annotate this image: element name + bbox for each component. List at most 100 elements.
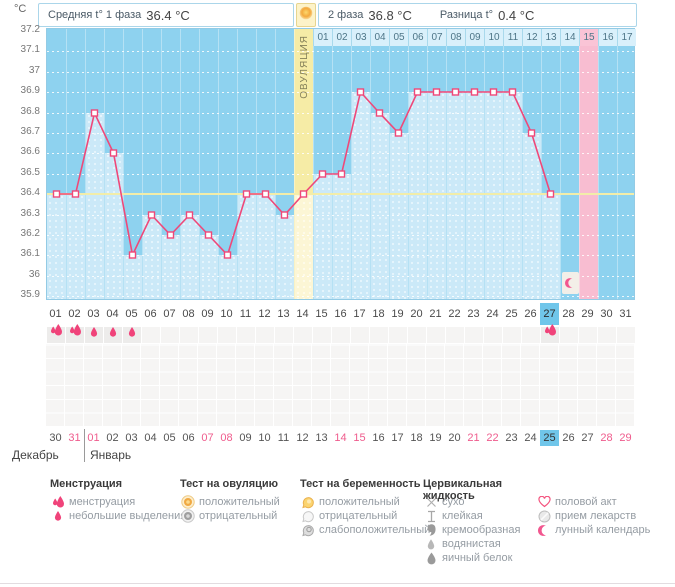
- calendar-date-01[interactable]: 01: [87, 432, 100, 444]
- cycle-day-07[interactable]: 07: [163, 308, 176, 320]
- menstruation-cell-day-22[interactable]: [445, 327, 464, 343]
- calendar-date-03[interactable]: 03: [125, 432, 138, 444]
- temperature-point[interactable]: [394, 129, 403, 137]
- temperature-chart[interactable]: ОВУЛЯЦИЯ 01 02 03 04 05 06 07 08 09 10 11 12 13 14 15 16…: [46, 28, 636, 300]
- calendar-date-22[interactable]: 22: [486, 432, 499, 444]
- calendar-date-19[interactable]: 19: [429, 432, 442, 444]
- menstruation-cell-day-30[interactable]: [597, 327, 616, 343]
- chart-column-day-17[interactable]: [351, 29, 370, 299]
- chart-column-day-10[interactable]: [218, 29, 237, 299]
- menstruation-cell-day-16[interactable]: [331, 327, 350, 343]
- menstruation-cell-day-17[interactable]: [350, 327, 369, 343]
- cycle-day-28[interactable]: 28: [562, 308, 575, 320]
- calendar-date-14[interactable]: 14: [334, 432, 347, 444]
- temperature-point[interactable]: [109, 149, 118, 157]
- menstruation-cell-day-28[interactable]: [559, 327, 578, 343]
- calendar-date-28[interactable]: 28: [600, 432, 613, 444]
- chart-column-day-06[interactable]: [142, 29, 161, 299]
- calendar-date-10[interactable]: 10: [258, 432, 271, 444]
- calendar-date-21[interactable]: 21: [467, 432, 480, 444]
- menstruation-cell-day-12[interactable]: [255, 327, 274, 343]
- chart-column-day-30[interactable]: [598, 29, 617, 299]
- chart-column-day-29[interactable]: [579, 29, 598, 299]
- calendar-date-02[interactable]: 02: [106, 432, 119, 444]
- menstruation-cell-day-19[interactable]: [388, 327, 407, 343]
- menstruation-cell-day-02[interactable]: [65, 324, 84, 343]
- temperature-point[interactable]: [90, 109, 99, 117]
- cycle-day-08[interactable]: 08: [182, 308, 195, 320]
- menstruation-cell-day-20[interactable]: [407, 327, 426, 343]
- calendar-date-30[interactable]: 30: [49, 432, 62, 444]
- calendar-date-26[interactable]: 26: [562, 432, 575, 444]
- temperature-point[interactable]: [242, 190, 251, 198]
- cycle-day-17[interactable]: 17: [353, 308, 366, 320]
- chart-column-day-03[interactable]: [85, 29, 104, 299]
- calendar-date-20[interactable]: 20: [448, 432, 461, 444]
- temperature-point[interactable]: [71, 190, 80, 198]
- menstruation-cell-day-11[interactable]: [236, 327, 255, 343]
- calendar-date-04[interactable]: 04: [144, 432, 157, 444]
- temperature-point[interactable]: [413, 88, 422, 96]
- cycle-day-26[interactable]: 26: [524, 308, 537, 320]
- chart-column-day-24[interactable]: [484, 29, 503, 299]
- chart-column-day-23[interactable]: [465, 29, 484, 299]
- chart-column-day-08[interactable]: [180, 29, 199, 299]
- menstruation-cell-day-01[interactable]: [46, 324, 65, 343]
- cycle-day-30[interactable]: 30: [600, 308, 613, 320]
- cycle-day-06[interactable]: 06: [144, 308, 157, 320]
- menstruation-cell-day-14[interactable]: [293, 327, 312, 343]
- calendar-date-31[interactable]: 31: [68, 432, 81, 444]
- cycle-day-23[interactable]: 23: [467, 308, 480, 320]
- temperature-point[interactable]: [147, 211, 156, 219]
- temperature-point[interactable]: [318, 170, 327, 178]
- temperature-point[interactable]: [337, 170, 346, 178]
- cycle-day-31[interactable]: 31: [619, 308, 632, 320]
- chart-column-day-28[interactable]: [560, 29, 579, 299]
- menstruation-cell-day-27[interactable]: [540, 324, 559, 343]
- chart-column-day-09[interactable]: [199, 29, 218, 299]
- temperature-point[interactable]: [185, 211, 194, 219]
- temperature-point[interactable]: [261, 190, 270, 198]
- chart-column-day-01[interactable]: [47, 29, 66, 299]
- cycle-day-11[interactable]: 11: [239, 308, 252, 320]
- cycle-day-05[interactable]: 05: [125, 308, 138, 320]
- menstruation-cell-day-05[interactable]: [122, 327, 141, 343]
- calendar-date-17[interactable]: 17: [391, 432, 404, 444]
- cycle-day-04[interactable]: 04: [106, 308, 119, 320]
- menstruation-cell-day-25[interactable]: [502, 327, 521, 343]
- temperature-point[interactable]: [508, 88, 517, 96]
- temperature-point[interactable]: [280, 211, 289, 219]
- calendar-date-13[interactable]: 13: [315, 432, 328, 444]
- temperature-point[interactable]: [470, 88, 479, 96]
- menstruation-cell-day-08[interactable]: [179, 327, 198, 343]
- calendar-date-06[interactable]: 06: [182, 432, 195, 444]
- cycle-day-20[interactable]: 20: [410, 308, 423, 320]
- cycle-day-10[interactable]: 10: [220, 308, 233, 320]
- calendar-date-16[interactable]: 16: [372, 432, 385, 444]
- temperature-point[interactable]: [489, 88, 498, 96]
- menstruation-cell-day-13[interactable]: [274, 327, 293, 343]
- temperature-point[interactable]: [546, 190, 555, 198]
- temperature-point[interactable]: [204, 231, 213, 239]
- calendar-date-08[interactable]: 08: [220, 432, 233, 444]
- menstruation-cell-day-10[interactable]: [217, 327, 236, 343]
- cycle-day-18[interactable]: 18: [372, 308, 385, 320]
- cycle-day-22[interactable]: 22: [448, 308, 461, 320]
- calendar-date-05[interactable]: 05: [163, 432, 176, 444]
- temperature-point[interactable]: [375, 109, 384, 117]
- temperature-point[interactable]: [527, 129, 536, 137]
- chart-column-day-05[interactable]: [123, 29, 142, 299]
- cycle-day-27[interactable]: 27: [540, 303, 559, 325]
- chart-column-day-02[interactable]: [66, 29, 85, 299]
- temperature-point[interactable]: [223, 251, 232, 259]
- calendar-date-25[interactable]: 25: [540, 430, 559, 446]
- temperature-point[interactable]: [451, 88, 460, 96]
- temperature-point[interactable]: [432, 88, 441, 96]
- cycle-day-24[interactable]: 24: [486, 308, 499, 320]
- cycle-day-19[interactable]: 19: [391, 308, 404, 320]
- calendar-date-27[interactable]: 27: [581, 432, 594, 444]
- cycle-day-02[interactable]: 02: [68, 308, 81, 320]
- temperature-point[interactable]: [128, 251, 137, 259]
- chart-column-day-18[interactable]: [370, 29, 389, 299]
- cycle-day-12[interactable]: 12: [258, 308, 271, 320]
